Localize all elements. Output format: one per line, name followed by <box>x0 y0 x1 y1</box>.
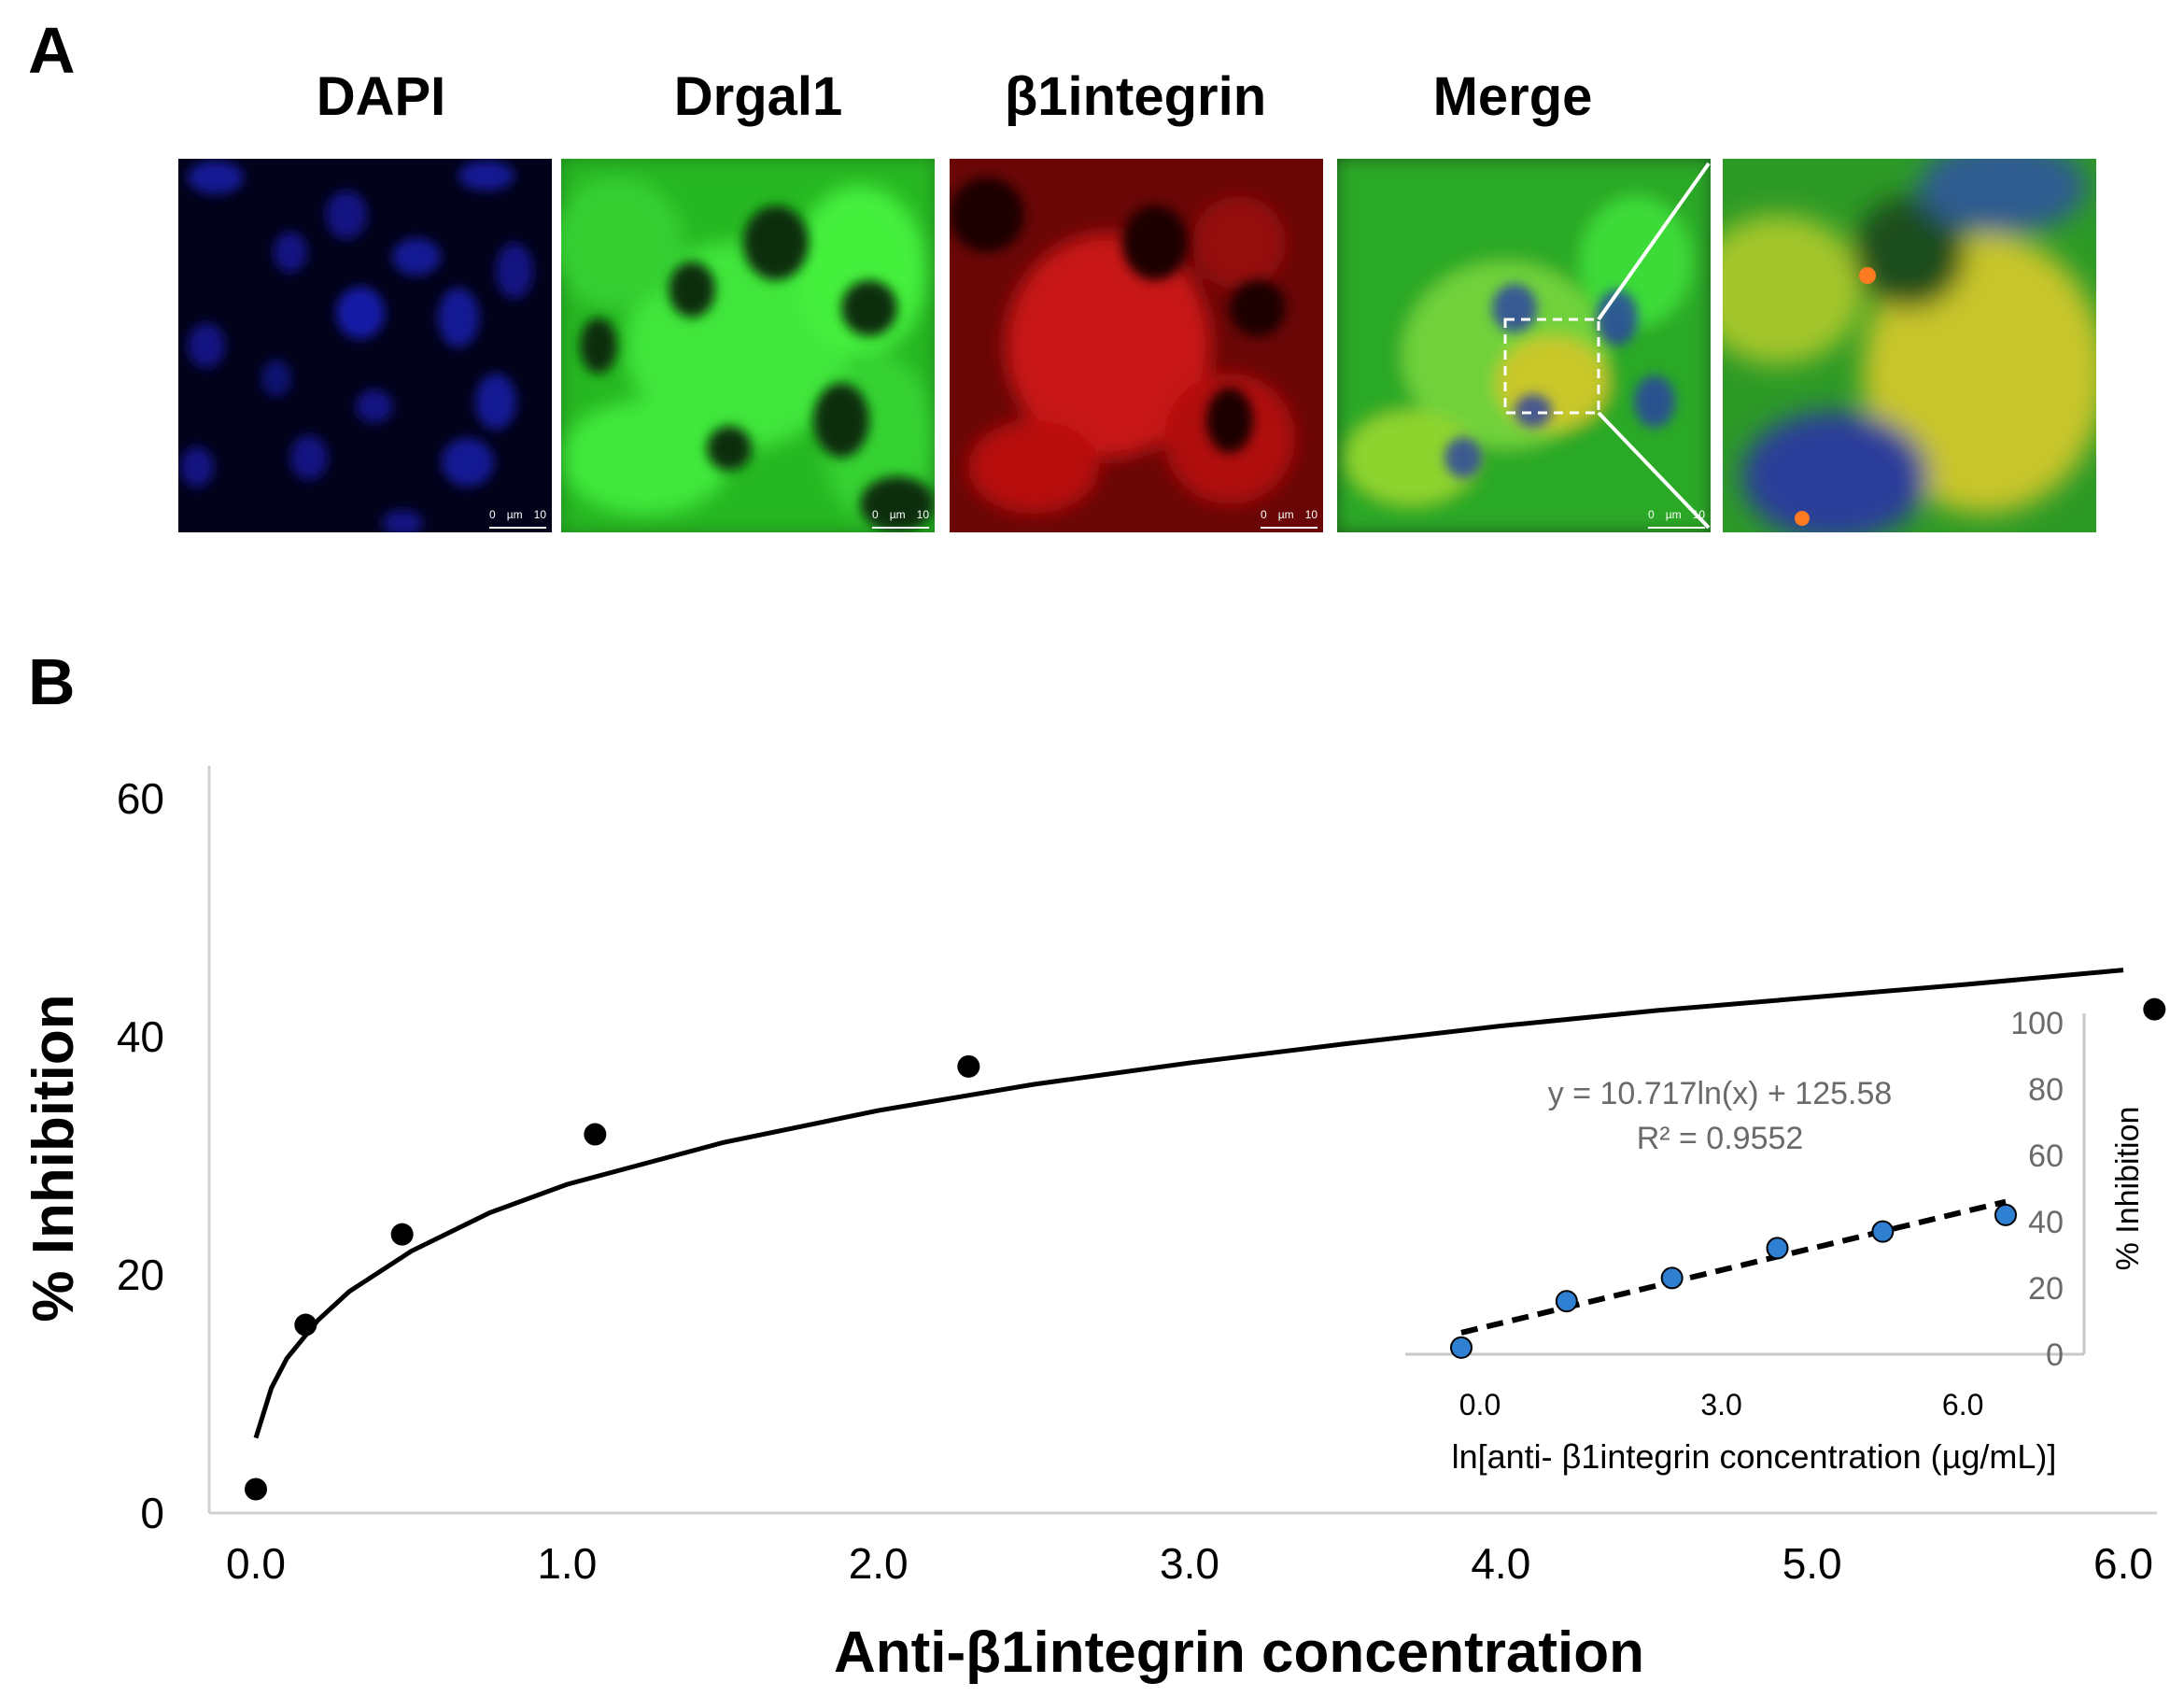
y-tick-label: 60 <box>117 774 164 823</box>
data-point <box>2143 997 2166 1021</box>
inset-y-tick-label: 20 <box>2028 1271 2064 1307</box>
data-point <box>245 1478 267 1501</box>
x-axis-label: Anti-β1integrin concentration <box>834 1620 1644 1685</box>
scale-unit: µm <box>1665 508 1682 521</box>
dapi-title: DAPI <box>316 66 446 127</box>
inset-data-point <box>1766 1237 1789 1260</box>
drgal1-title: Drgal1 <box>673 66 843 127</box>
scale-start: 0 <box>489 508 496 521</box>
drgal1-micrograph: 0 µm 10 <box>561 159 935 532</box>
panel-b-label: B <box>28 645 76 718</box>
inset-y-tick-label: 0 <box>2046 1337 2064 1373</box>
dapi-micrograph: 0 µm 10 <box>178 159 552 532</box>
inset-x-axis-label: ln[anti- β1integrin concentration (µg/mL… <box>1452 1437 2057 1476</box>
inset-data-point <box>1871 1220 1895 1243</box>
scale-unit: µm <box>1277 508 1294 521</box>
fit-curve <box>253 968 2124 1439</box>
y-tick-label: 20 <box>117 1251 164 1299</box>
x-tick-label: 0.0 <box>226 1539 286 1588</box>
inset-y-tick-label: 80 <box>2028 1072 2064 1108</box>
inset-y-tick-label: 100 <box>2010 1006 2064 1041</box>
integrin-title: β1integrin <box>1004 66 1267 127</box>
integrin-scale-bar: 0 µm 10 <box>1261 508 1317 529</box>
scale-start: 0 <box>1261 508 1267 521</box>
y-tick-label: 40 <box>117 1012 164 1061</box>
inset-data-point <box>1555 1290 1578 1313</box>
y-axis-label: % Inhibition <box>21 994 86 1322</box>
inset-x-tick-label: 3.0 <box>1700 1388 1741 1421</box>
inset-data-point <box>1994 1203 2017 1226</box>
data-point <box>584 1123 607 1146</box>
inset-x-tick-label: 0.0 <box>1459 1388 1501 1421</box>
scale-end: 10 <box>1304 508 1317 521</box>
y-tick-label: 0 <box>140 1489 164 1537</box>
drgal1-scale-bar: 0 µm 10 <box>872 508 929 529</box>
x-tick-label: 2.0 <box>849 1539 909 1588</box>
inset-data-point <box>1660 1266 1684 1290</box>
panel-a-label: A <box>28 14 76 87</box>
inset-x-tick-label: 6.0 <box>1942 1388 1983 1421</box>
integrin-micrograph: 0 µm 10 <box>950 159 1323 532</box>
x-tick-label: 3.0 <box>1160 1539 1219 1588</box>
scale-unit: µm <box>889 508 906 521</box>
inset-y-tick-label: 60 <box>2028 1138 2064 1174</box>
zoom-connector-lines <box>1597 162 1711 530</box>
scale-end: 10 <box>916 508 929 521</box>
zoom-micrograph <box>1723 159 2096 532</box>
merge-title: Merge <box>1432 66 1593 127</box>
scale-start: 0 <box>1648 508 1655 521</box>
scale-unit: µm <box>506 508 523 521</box>
dapi-scale-bar: 0 µm 10 <box>489 508 546 529</box>
data-point <box>294 1313 317 1336</box>
scale-end: 10 <box>533 508 546 521</box>
scale-start: 0 <box>872 508 879 521</box>
x-tick-label: 5.0 <box>1782 1539 1842 1588</box>
inset-trendline <box>1460 1198 2007 1336</box>
trendline-r-squared: R² = 0.9552 <box>1637 1121 1804 1156</box>
merge-micrograph: 0 µm 10 <box>1337 159 1711 532</box>
zoom-region-box <box>1503 318 1600 415</box>
data-point <box>390 1223 414 1246</box>
inset-data-point <box>1450 1336 1472 1359</box>
inhibition-chart: 0 20 40 60 0.0 1.0 2.0 3.0 4.0 5.0 6.0 % Inhibition… <box>21 766 2166 1685</box>
inset-y-axis-label: % Inhibition <box>2110 1107 2146 1271</box>
data-point <box>957 1054 980 1078</box>
x-tick-label: 4.0 <box>1471 1539 1530 1588</box>
x-tick-label: 6.0 <box>2093 1539 2153 1588</box>
x-tick-label: 1.0 <box>537 1539 597 1588</box>
inset-y-tick-label: 40 <box>2028 1205 2064 1240</box>
trendline-equation: y = 10.717ln(x) + 125.58 <box>1548 1076 1893 1111</box>
